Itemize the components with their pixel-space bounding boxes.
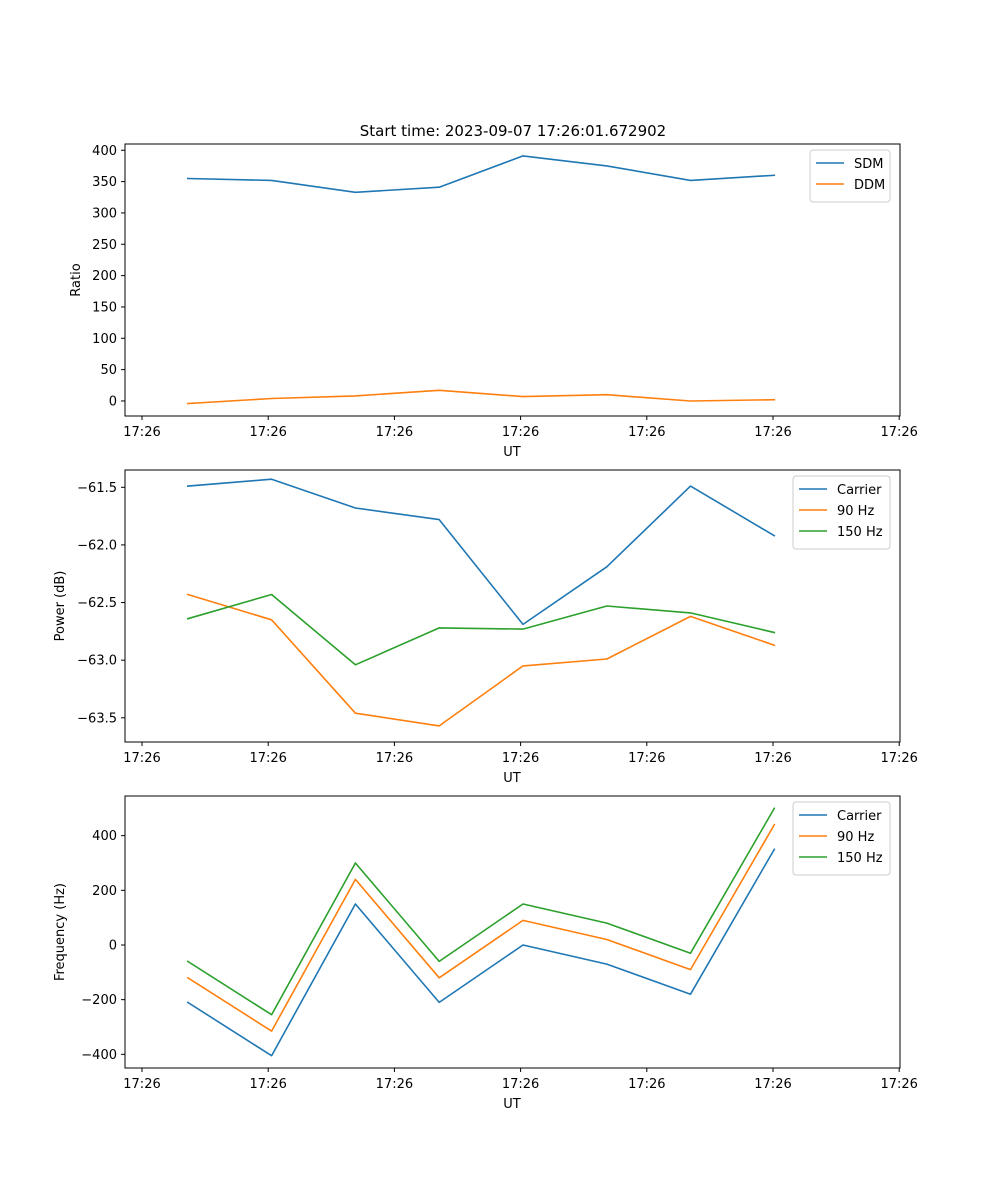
ratio-x-tick-label: 17:26 xyxy=(123,425,160,440)
frequency-legend-label-150-hz: 150 Hz xyxy=(837,851,883,866)
frequency-legend: Carrier 90 Hz 150 Hz xyxy=(792,801,891,876)
power-x-tick-label: 17:26 xyxy=(754,751,791,766)
frequency-x-tick-label: 17:26 xyxy=(754,1077,791,1092)
power-x-tick-label: 17:26 xyxy=(880,751,917,766)
ratio-legend-label-sdm: SDM xyxy=(854,157,883,172)
ratio-x-tick-label: 17:26 xyxy=(754,425,791,440)
ratio-y-axis-label: Ratio xyxy=(69,263,84,296)
ratio-y-tick-label: 50 xyxy=(100,363,117,378)
power-axes-frame xyxy=(124,469,901,743)
ratio-y-tick-label: 300 xyxy=(92,206,117,221)
power-x-axis-label: UT xyxy=(503,771,521,786)
frequency-panel: Frequency (Hz) UT 17:26 17:26 17:26 17:26 17… xyxy=(53,795,918,1112)
frequency-x-tick-label: 17:26 xyxy=(502,1077,539,1092)
power-y-axis-label: Power (dB) xyxy=(53,571,68,642)
power-x-tick-label: 17:26 xyxy=(502,751,539,766)
frequency-legend-label-90-hz: 90 Hz xyxy=(837,830,874,845)
ratio-y-tick-label: 350 xyxy=(92,175,117,190)
frequency-series-150-hz-line xyxy=(186,807,776,1016)
ratio-x-tick-label: 17:26 xyxy=(502,425,539,440)
frequency-axes-frame xyxy=(124,795,901,1069)
frequency-x-tick-label: 17:26 xyxy=(123,1077,160,1092)
ratio-x-tick-label: 17:26 xyxy=(376,425,413,440)
power-x-tick-label: 17:26 xyxy=(123,751,160,766)
ratio-legend: SDM DDM xyxy=(809,149,891,203)
power-x-tick-label: 17:26 xyxy=(249,751,286,766)
power-series-90-hz-line xyxy=(186,593,776,727)
frequency-y-tick-label: −400 xyxy=(81,1048,117,1063)
frequency-x-axis-label: UT xyxy=(503,1097,521,1112)
power-series-carrier-line xyxy=(186,478,776,626)
frequency-y-tick-label: 0 xyxy=(109,938,117,953)
power-legend-label-90-hz: 90 Hz xyxy=(837,504,874,519)
frequency-legend-label-carrier: Carrier xyxy=(837,809,882,824)
ratio-x-axis-label: UT xyxy=(503,445,521,460)
ratio-y-tick-label: 200 xyxy=(92,269,117,284)
ratio-axes-frame xyxy=(124,143,901,417)
figure-title: Start time: 2023-09-07 17:26:01.672902 xyxy=(360,122,666,140)
power-legend-label-150-hz: 150 Hz xyxy=(837,525,883,540)
ratio-y-tick-label: 150 xyxy=(92,300,117,315)
frequency-series-carrier-line xyxy=(186,848,776,1057)
frequency-y-tick-label: −200 xyxy=(81,993,117,1008)
ratio-panel: Ratio UT 17:26 17:26 17:26 17:26 17:26 17:26 1… xyxy=(69,143,918,460)
frequency-x-tick-label: 17:26 xyxy=(880,1077,917,1092)
ratio-x-tick-label: 17:26 xyxy=(628,425,665,440)
power-y-tick-label: −61.5 xyxy=(77,481,117,496)
power-legend: Carrier 90 Hz 150 Hz xyxy=(792,475,891,550)
power-series-150-hz-line xyxy=(186,593,776,666)
power-y-tick-label: −62.5 xyxy=(77,596,117,611)
ratio-x-tick-label: 17:26 xyxy=(880,425,917,440)
frequency-x-tick-label: 17:26 xyxy=(249,1077,286,1092)
ratio-x-tick-label: 17:26 xyxy=(249,425,286,440)
power-y-tick-label: −63.5 xyxy=(77,711,117,726)
frequency-x-tick-label: 17:26 xyxy=(376,1077,413,1092)
frequency-y-tick-label: 400 xyxy=(92,829,117,844)
frequency-series-90-hz-line xyxy=(186,823,776,1032)
power-x-tick-label: 17:26 xyxy=(628,751,665,766)
ratio-legend-label-ddm: DDM xyxy=(854,178,885,193)
ratio-y-tick-label: 0 xyxy=(109,394,117,409)
power-y-tick-label: −62.0 xyxy=(77,538,117,553)
frequency-x-tick-label: 17:26 xyxy=(628,1077,665,1092)
ratio-y-tick-label: 250 xyxy=(92,238,117,253)
frequency-y-tick-label: 200 xyxy=(92,884,117,899)
power-legend-label-carrier: Carrier xyxy=(837,483,882,498)
frequency-y-axis-label: Frequency (Hz) xyxy=(53,883,68,981)
power-y-tick-label: −63.0 xyxy=(77,654,117,669)
ratio-y-tick-label: 100 xyxy=(92,332,117,347)
power-panel: Power (dB) UT 17:26 17:26 17:26 17:26 17:26 1… xyxy=(53,469,918,786)
ratio-series-ddm-line xyxy=(186,389,776,405)
power-x-tick-label: 17:26 xyxy=(376,751,413,766)
ratio-y-tick-label: 400 xyxy=(92,144,117,159)
ratio-series-sdm-line xyxy=(186,155,776,194)
